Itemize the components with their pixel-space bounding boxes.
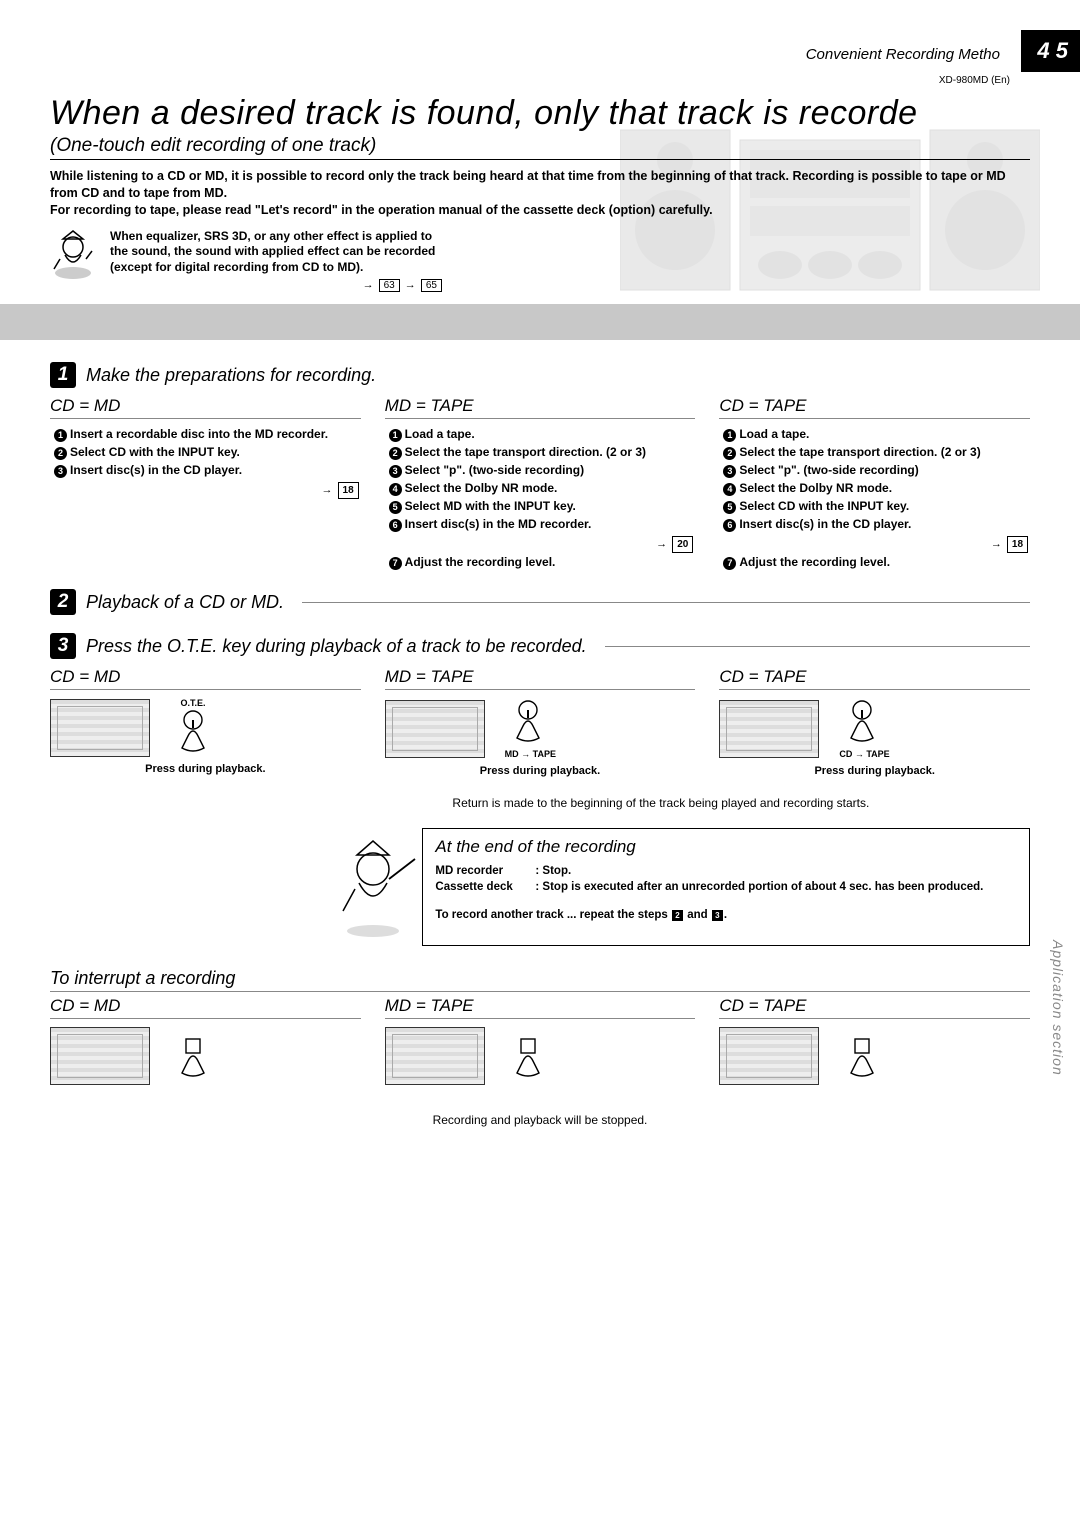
page-ref: 18 xyxy=(1007,536,1028,553)
interrupt-title: To interrupt a recording xyxy=(50,968,1030,992)
col-cd-md: CD = MD 1Insert a recordable disc into t… xyxy=(50,396,361,571)
end-line-value: : Stop is executed after an unrecorded p… xyxy=(535,881,983,893)
col-head: MD = TAPE xyxy=(385,667,696,690)
ote-label: O.T.E. xyxy=(170,698,216,708)
list-item: Select "p". (two-side recording) xyxy=(405,463,584,477)
list-item: Select the tape transport direction. (2 … xyxy=(405,445,646,459)
list-item: Insert disc(s) in the CD player. xyxy=(739,517,911,531)
press-caption: Press during playback. xyxy=(385,765,696,777)
col-cd-tape: CD = TAPE 1Load a tape. 2Select the tape… xyxy=(719,396,1030,571)
device-icon xyxy=(385,1027,485,1085)
button-label: MD → TAPE xyxy=(505,749,556,759)
col-md-tape: MD = TAPE 1Load a tape. 2Select the tape… xyxy=(385,396,696,571)
section-divider-bar xyxy=(0,304,1080,340)
stop-note: Recording and playback will be stopped. xyxy=(50,1113,1030,1127)
col-cd-md: CD = MD O.T.E. Press during playback. xyxy=(50,667,361,777)
step-title: Make the preparations for recording. xyxy=(86,365,376,386)
list-item: Select CD with the INPUT key. xyxy=(70,445,240,459)
col-head: CD = TAPE xyxy=(719,996,1030,1019)
list-item: Select "p". (two-side recording) xyxy=(739,463,918,477)
list-item: Load a tape. xyxy=(405,427,475,441)
breadcrumb: Convenient Recording Metho xyxy=(50,46,1030,63)
return-note: Return is made to the beginning of the t… xyxy=(452,795,1030,811)
page-title: When a desired track is found, only that… xyxy=(50,94,1030,133)
list-item: Select the Dolby NR mode. xyxy=(405,481,558,495)
divider xyxy=(302,602,1030,603)
col-head: CD = MD xyxy=(50,667,361,690)
list-item: Select the tape transport direction. (2 … xyxy=(739,445,980,459)
end-of-recording-box: At the end of the recording MD recorder:… xyxy=(422,828,1030,946)
page-ref: 63 xyxy=(379,279,400,292)
col-cd-tape: CD = TAPE CD → TAPE Press during playbac… xyxy=(719,667,1030,777)
stop-hand-icon xyxy=(505,1033,551,1079)
list-item: Select MD with the INPUT key. xyxy=(405,499,576,513)
press-hand-icon xyxy=(505,698,551,744)
step-badge: 2 xyxy=(50,589,76,615)
col-cd-md: CD = MD xyxy=(50,996,361,1085)
page-subtitle: (One-touch edit recording of one track) xyxy=(50,135,1030,160)
col-head: MD = TAPE xyxy=(385,996,696,1019)
col-head: CD = MD xyxy=(50,396,361,419)
wizard-icon xyxy=(333,839,423,939)
list-item: Adjust the recording level. xyxy=(739,555,890,569)
device-icon xyxy=(719,1027,819,1085)
page-ref: 20 xyxy=(672,536,693,553)
page-ref: 18 xyxy=(338,482,359,499)
list-item: Insert disc(s) in the CD player. xyxy=(70,463,242,477)
device-icon xyxy=(385,700,485,758)
stop-hand-icon xyxy=(170,1033,216,1079)
end-line-label: Cassette deck xyxy=(435,879,535,895)
step-title: Playback of a CD or MD. xyxy=(86,592,284,613)
list-item: Load a tape. xyxy=(739,427,809,441)
end-line-value: : Stop. xyxy=(535,865,571,877)
end-line-label: MD recorder xyxy=(435,863,535,879)
model-code: XD-980MD (En) xyxy=(50,75,1030,86)
list-item: Select the Dolby NR mode. xyxy=(739,481,892,495)
side-section-label: Application section xyxy=(1050,940,1066,1076)
step-badge: 3 xyxy=(50,633,76,659)
step-1: 1 Make the preparations for recording. C… xyxy=(50,362,1030,571)
step-3: 3 Press the O.T.E. key during playback o… xyxy=(50,633,1030,945)
step-ref-icon: 2 xyxy=(672,910,683,921)
press-caption: Press during playback. xyxy=(50,763,361,775)
step-badge: 1 xyxy=(50,362,76,388)
end-box-title: At the end of the recording xyxy=(435,837,1017,857)
wizard-icon xyxy=(50,229,96,281)
intro-text: While listening to a CD or MD, it is pos… xyxy=(50,168,1030,219)
step-ref-icon: 3 xyxy=(712,910,723,921)
col-head: CD = MD xyxy=(50,996,361,1019)
stop-hand-icon xyxy=(839,1033,885,1079)
page-ref: 65 xyxy=(421,279,442,292)
col-head: MD = TAPE xyxy=(385,396,696,419)
press-hand-icon xyxy=(170,708,216,754)
page-number-tab: 4 5 xyxy=(1021,30,1080,72)
col-head: CD = TAPE xyxy=(719,396,1030,419)
col-md-tape: MD = TAPE xyxy=(385,996,696,1085)
divider xyxy=(605,646,1030,647)
list-item: Insert disc(s) in the MD recorder. xyxy=(405,517,592,531)
list-item: Adjust the recording level. xyxy=(405,555,556,569)
press-caption: Press during playback. xyxy=(719,765,1030,777)
device-icon xyxy=(719,700,819,758)
effect-note: When equalizer, SRS 3D, or any other eff… xyxy=(110,229,450,276)
col-head: CD = TAPE xyxy=(719,667,1030,690)
note-page-refs: → 63 → 65 xyxy=(110,279,450,292)
col-md-tape: MD = TAPE MD → TAPE Press during playbac… xyxy=(385,667,696,777)
repeat-note: To record another track ... repeat the s… xyxy=(435,909,1017,921)
device-icon xyxy=(50,1027,150,1085)
button-label: CD → TAPE xyxy=(839,749,889,759)
col-cd-tape: CD = TAPE xyxy=(719,996,1030,1085)
list-item: Select CD with the INPUT key. xyxy=(739,499,909,513)
press-hand-icon xyxy=(839,698,885,744)
list-item: Insert a recordable disc into the MD rec… xyxy=(70,427,328,441)
device-icon xyxy=(50,699,150,757)
step-title: Press the O.T.E. key during playback of … xyxy=(86,636,587,657)
step-2: 2 Playback of a CD or MD. xyxy=(50,589,1030,615)
